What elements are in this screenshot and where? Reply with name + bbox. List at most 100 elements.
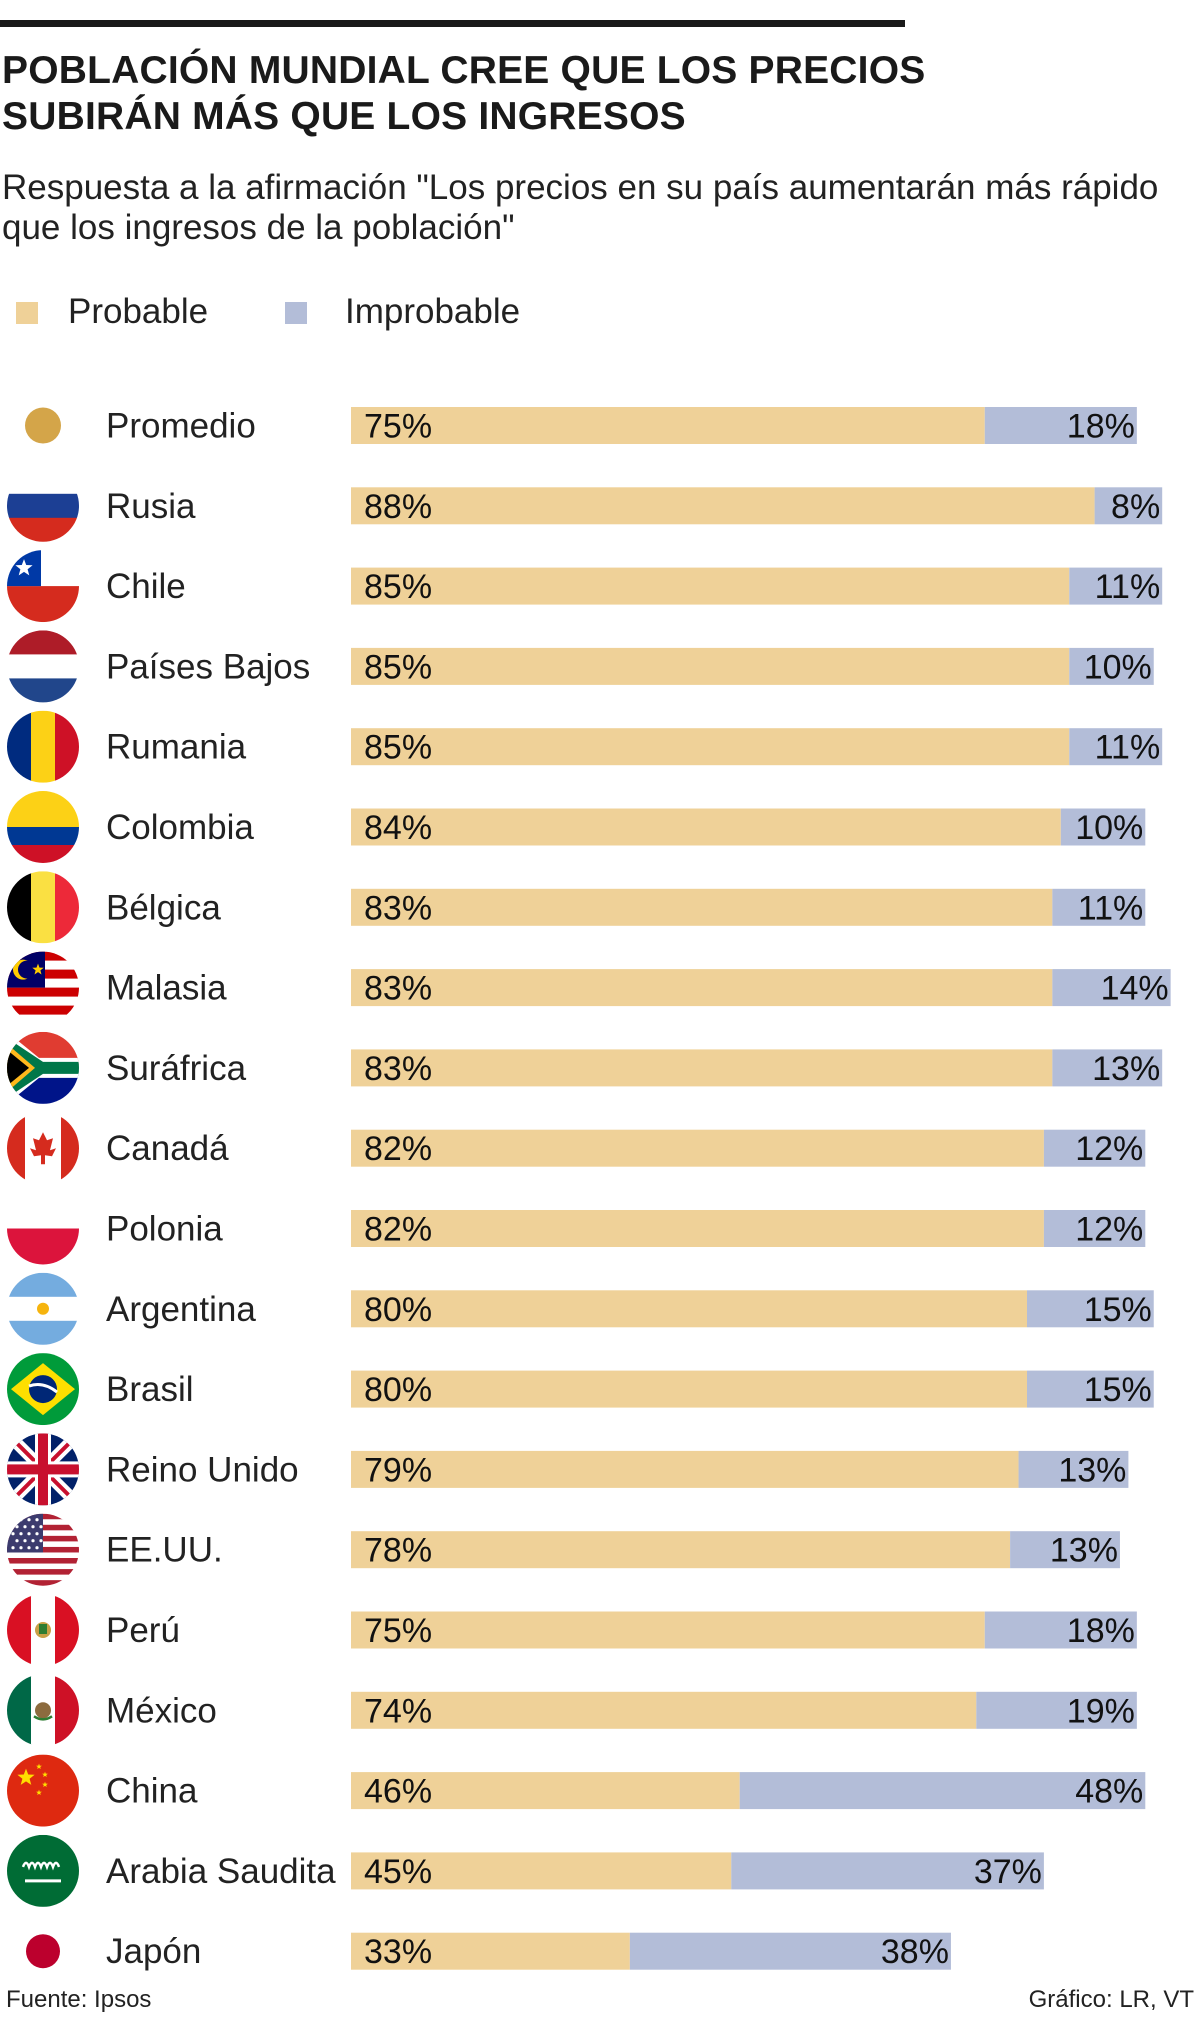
bar-improbable [1043, 1210, 1146, 1247]
stacked-bar-chart: Promedio 75% 18% Rusia 88% 8% Chile 85% 11% Paíse… [7, 407, 1171, 1980]
bar-improbable [1027, 1370, 1154, 1408]
value-label-improbable: 11% [1095, 729, 1161, 767]
value-label-probable: 83% [364, 889, 432, 927]
value-label-probable: 84% [364, 809, 432, 847]
poland-flag-icon [7, 1192, 79, 1265]
category-label: Canadá [106, 1129, 229, 1168]
bar-improbable [1060, 808, 1146, 846]
category-label: Chile [106, 567, 186, 606]
value-label-probable: 45% [364, 1853, 432, 1891]
value-label-improbable: 13% [1058, 1451, 1126, 1489]
china-flag-icon [7, 1754, 79, 1827]
value-label-improbable: 11% [1078, 889, 1144, 927]
bar-probable [351, 1370, 1027, 1408]
colombia-flag-icon [7, 791, 79, 863]
value-label-improbable: 15% [1084, 1291, 1152, 1329]
value-label-probable: 83% [364, 1050, 432, 1088]
bar-probable [351, 1531, 1011, 1569]
bar-improbable [739, 1772, 1146, 1810]
bar-improbable [1027, 1290, 1154, 1328]
legend-swatch-probable [16, 302, 38, 324]
bar-probable [351, 888, 1053, 926]
title-line-1: POBLACIÓN MUNDIAL CREE QUE LOS PRECIOS [2, 49, 926, 92]
category-label: Polonia [106, 1210, 223, 1249]
bar-improbable [1052, 888, 1146, 926]
bar-probable [351, 1772, 740, 1810]
value-label-improbable: 18% [1067, 1612, 1135, 1650]
bar-probable [351, 1290, 1027, 1328]
bar-improbable [1052, 1049, 1163, 1087]
value-label-improbable: 13% [1050, 1532, 1118, 1570]
bar-probable [351, 1450, 1019, 1488]
bar-improbable [976, 1691, 1137, 1729]
usa-flag-icon [7, 1513, 79, 1586]
category-label: México [106, 1691, 217, 1730]
category-label: Perú [106, 1611, 180, 1650]
bar-improbable [1069, 728, 1163, 766]
saudi-arabia-flag-icon [7, 1834, 79, 1907]
value-label-improbable: 12% [1075, 1130, 1143, 1168]
bar-improbable [1010, 1531, 1120, 1569]
bar-probable [351, 1932, 630, 1970]
bar-improbable [629, 1932, 951, 1970]
bar-improbable [1069, 567, 1163, 605]
source-note: Fuente: Ipsos [6, 1986, 152, 2013]
top-rule [0, 20, 905, 27]
value-label-probable: 46% [364, 1773, 432, 1811]
category-label: Argentina [106, 1290, 256, 1329]
value-label-probable: 79% [364, 1451, 432, 1489]
title-line-2: SUBIRÁN MÁS QUE LOS INGRESOS [2, 95, 686, 138]
canada-flag-icon [7, 1112, 79, 1185]
value-label-improbable: 10% [1075, 809, 1143, 847]
value-label-probable: 74% [364, 1692, 432, 1730]
bar-improbable [1052, 969, 1171, 1007]
bar-probable [351, 1852, 732, 1890]
bar-improbable [1043, 1129, 1146, 1167]
russia-flag-icon [7, 469, 79, 542]
romania-flag-icon [7, 710, 79, 783]
chile-flag-icon [7, 550, 79, 623]
peru-flag-icon [7, 1594, 79, 1666]
malaysia-flag-icon [7, 951, 79, 1024]
japan-flag-icon [7, 1915, 79, 1980]
value-label-probable: 85% [364, 568, 432, 606]
category-label: Japón [106, 1932, 201, 1971]
bar-improbable [1069, 647, 1154, 685]
value-label-probable: 82% [364, 1130, 432, 1168]
value-label-improbable: 38% [881, 1933, 949, 1971]
chart-subtitle: Respuesta a la afirmación "Los precios e… [2, 168, 1182, 248]
value-label-probable: 82% [364, 1211, 432, 1249]
chart-title: POBLACIÓN MUNDIAL CREE QUE LOS PRECIOS S… [2, 48, 1152, 140]
category-label: China [106, 1772, 198, 1811]
bar-probable [351, 808, 1061, 846]
south-africa-flag-icon [7, 1031, 79, 1104]
category-label: Bélgica [106, 888, 221, 927]
bar-probable [351, 487, 1095, 525]
legend-swatch-improbable [285, 302, 307, 324]
value-label-improbable: 12% [1075, 1211, 1143, 1249]
mexico-flag-icon [7, 1674, 79, 1747]
value-label-improbable: 15% [1084, 1371, 1152, 1409]
bar-probable [351, 1049, 1053, 1087]
category-label: Malasia [106, 969, 227, 1008]
category-label: Rumania [106, 728, 247, 767]
legend-label-probable: Probable [68, 292, 209, 331]
bar-probable [351, 647, 1070, 685]
brazil-flag-icon [7, 1353, 79, 1426]
value-label-probable: 80% [364, 1291, 432, 1329]
bar-improbable [984, 407, 1137, 444]
value-label-improbable: 18% [1067, 408, 1135, 446]
belgium-flag-icon [7, 871, 79, 944]
value-label-improbable: 13% [1092, 1050, 1160, 1088]
category-label: Reino Unido [106, 1450, 299, 1489]
category-label: Países Bajos [106, 647, 310, 686]
bar-probable [351, 1129, 1044, 1167]
value-label-probable: 75% [364, 1612, 432, 1650]
argentina-flag-icon [7, 1272, 79, 1345]
value-label-probable: 88% [364, 488, 432, 526]
value-label-probable: 78% [364, 1532, 432, 1570]
category-label: Suráfrica [106, 1049, 247, 1088]
value-label-probable: 85% [364, 648, 432, 686]
bar-probable [351, 1691, 977, 1729]
value-label-probable: 85% [364, 729, 432, 767]
